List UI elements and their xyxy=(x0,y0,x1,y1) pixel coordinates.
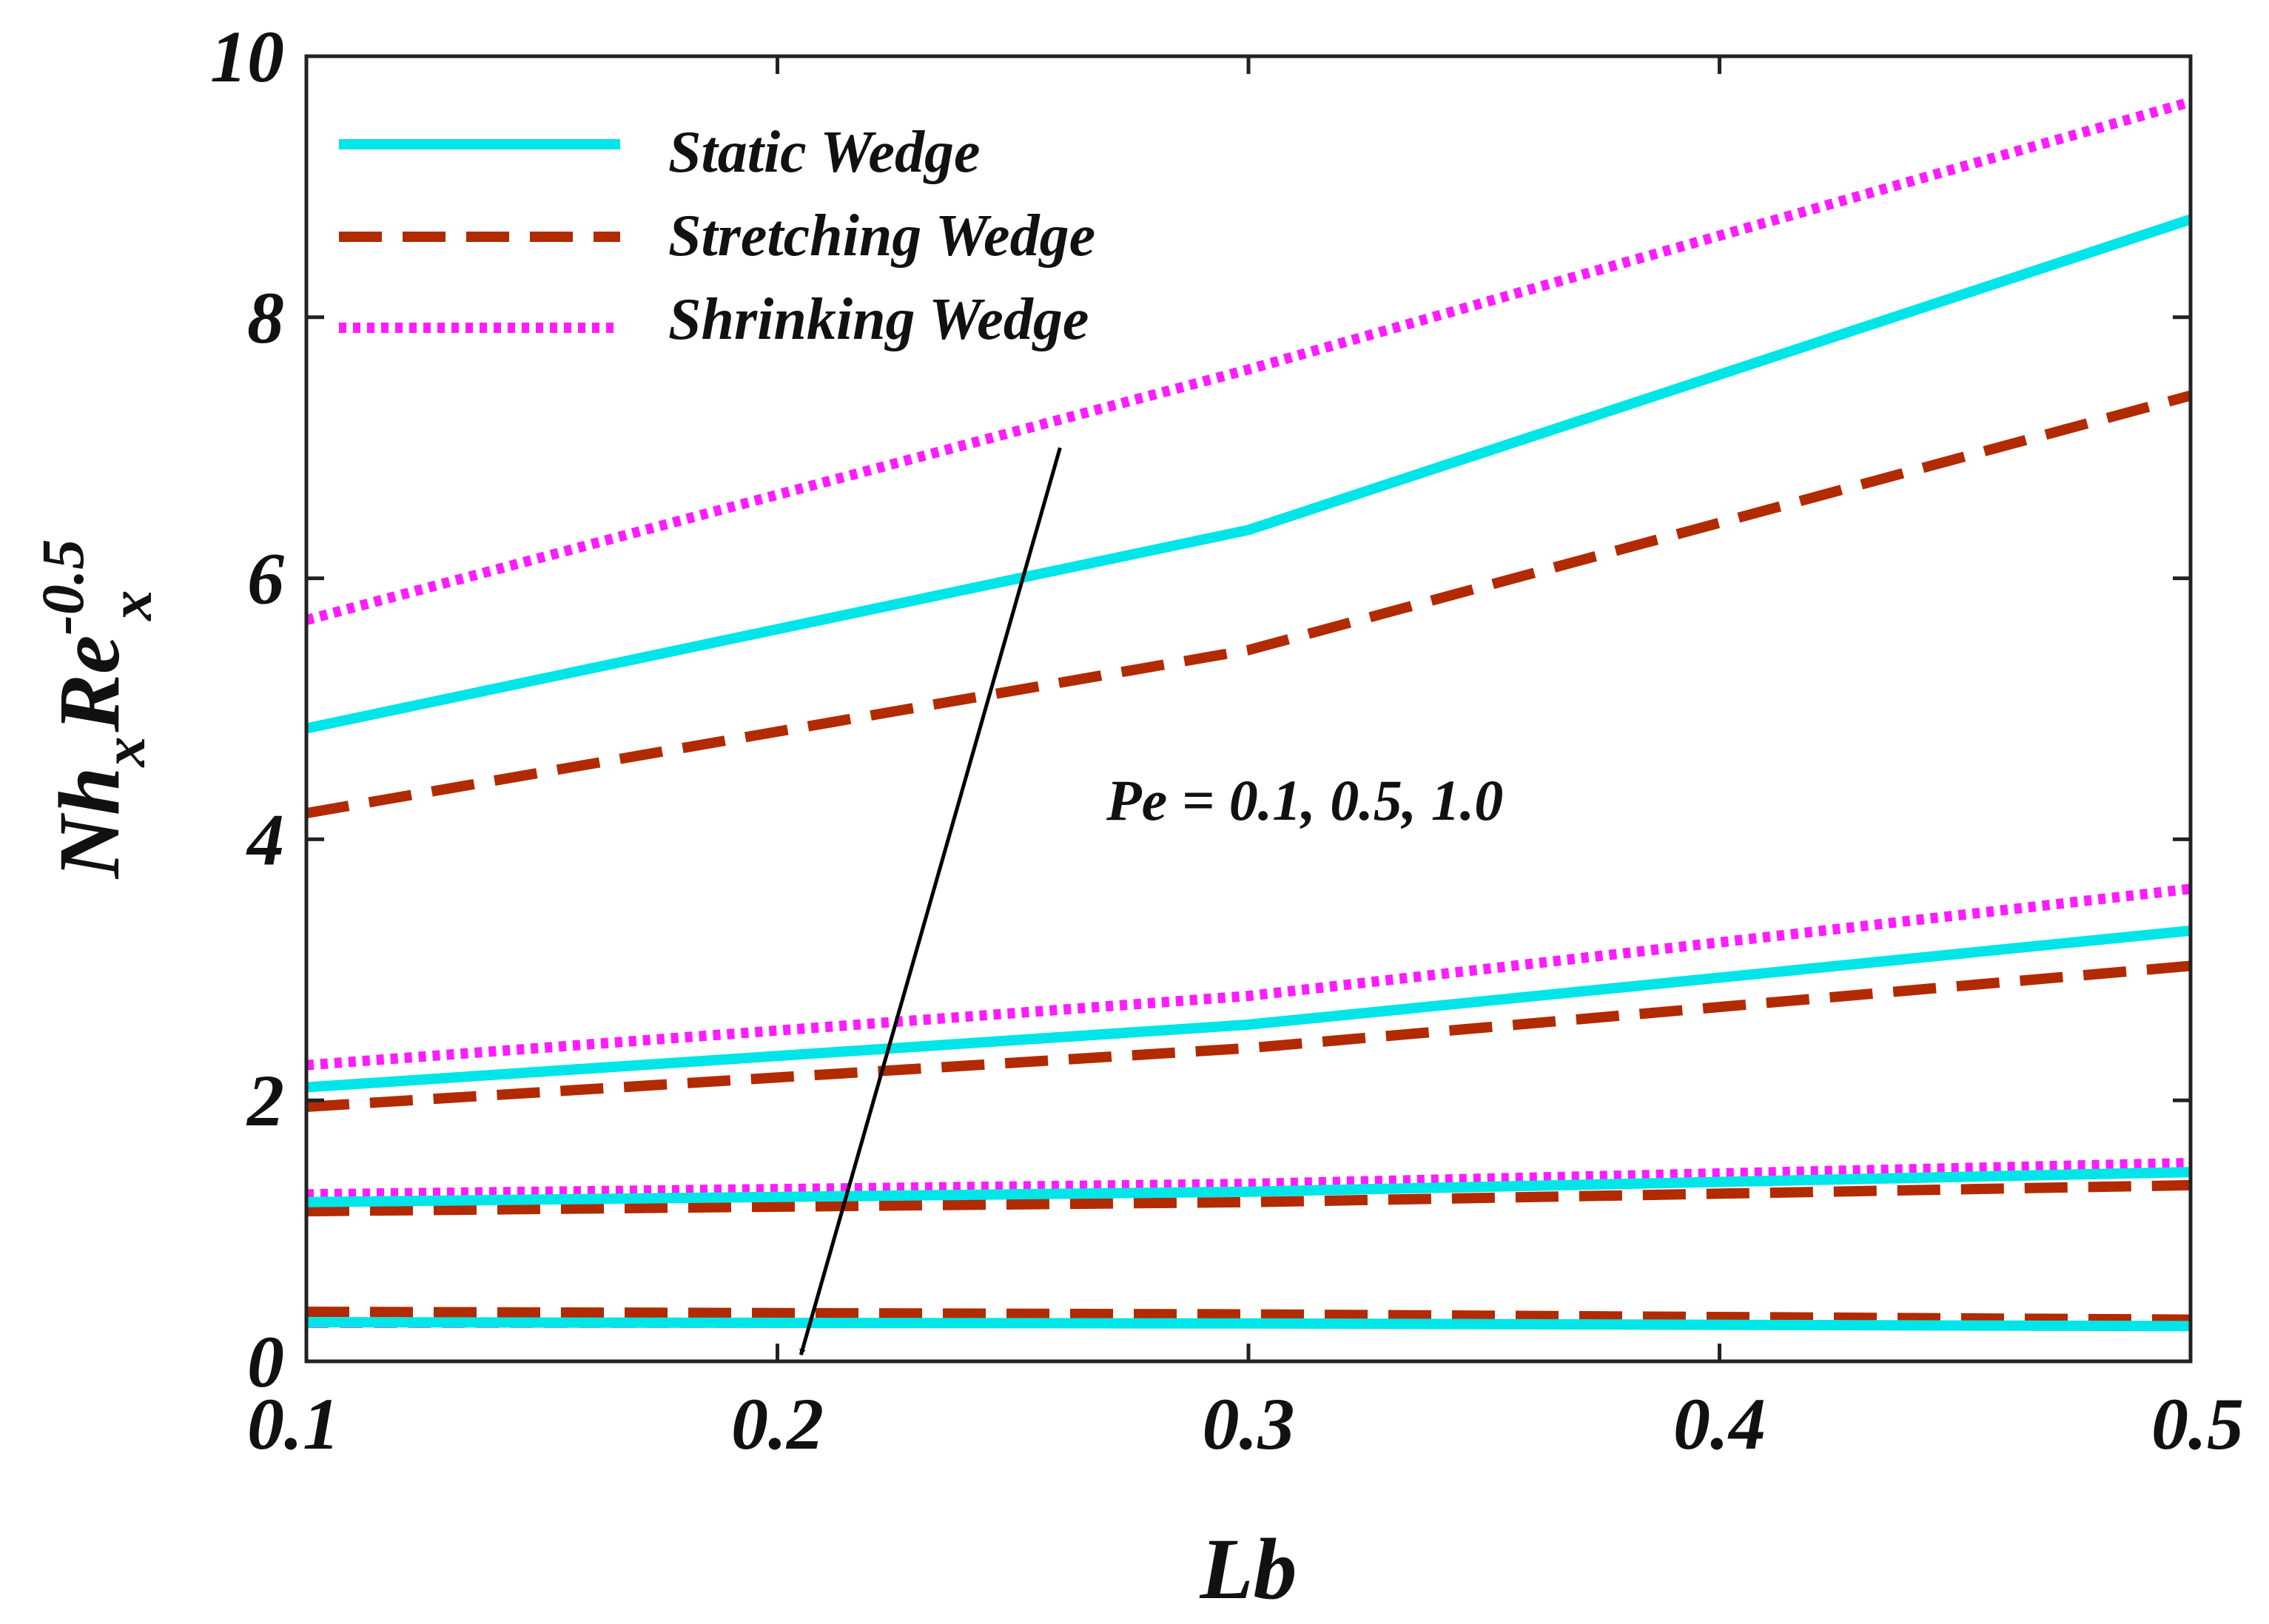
series-line-2 xyxy=(306,96,2191,625)
legend: Static Wedge Stretching Wedge Shrinking … xyxy=(339,120,1095,352)
y-tick-label: 2 xyxy=(246,1059,284,1142)
series-line-5 xyxy=(306,883,2191,1071)
series-line-6 xyxy=(306,1167,2191,1207)
legend-label-shrinking: Shrinking Wedge xyxy=(668,287,1089,352)
x-axis-title: Lb xyxy=(1199,1520,1297,1617)
y-axis-title-base: Nh xyxy=(41,767,138,880)
plot-frame xyxy=(304,54,2193,1364)
x-tick-label: 0.4 xyxy=(1673,1383,1766,1465)
tick-labels-layer: 0.1 0.2 0.3 0.4 0.5 0 2 4 6 8 10 xyxy=(210,16,2244,1465)
y-axis-title-sup: -0.5 xyxy=(29,539,96,636)
y-tick-label: 6 xyxy=(247,538,284,620)
series-line-9 xyxy=(306,1317,2191,1332)
legend-label-stretching: Stretching Wedge xyxy=(668,203,1095,269)
x-tick-label: 0.2 xyxy=(731,1383,824,1465)
series-line-0 xyxy=(306,214,2191,734)
y-tick-label: 0 xyxy=(247,1321,284,1403)
y-tick-label: 8 xyxy=(247,277,284,359)
annotation-arrow xyxy=(799,447,1062,1356)
y-axis-title: NhxRe-0.5x xyxy=(29,539,164,880)
x-tick-label: 0.5 xyxy=(2151,1383,2244,1465)
series-layer xyxy=(306,96,2191,1332)
series-line-8 xyxy=(306,1157,2191,1200)
y-axis-title-sub1: x xyxy=(90,737,158,768)
y-axis-title-mid: Re xyxy=(41,635,138,732)
x-tick-label: 0.3 xyxy=(1203,1383,1295,1465)
series-line-1 xyxy=(306,390,2191,818)
ticks-layer xyxy=(304,54,2193,1364)
annotation-text: Pe = 0.1, 0.5, 1.0 xyxy=(1106,768,1503,832)
series-line-7 xyxy=(306,1179,2191,1217)
x-tick-label: 0.1 xyxy=(247,1383,340,1465)
series-line-3 xyxy=(306,925,2191,1093)
y-tick-label: 10 xyxy=(210,16,284,98)
series-line-4 xyxy=(306,960,2191,1112)
series-line-10 xyxy=(306,1307,2191,1325)
legend-label-static: Static Wedge xyxy=(668,120,980,185)
y-axis-title-sub2: x xyxy=(97,590,164,621)
y-tick-label: 4 xyxy=(246,798,284,880)
